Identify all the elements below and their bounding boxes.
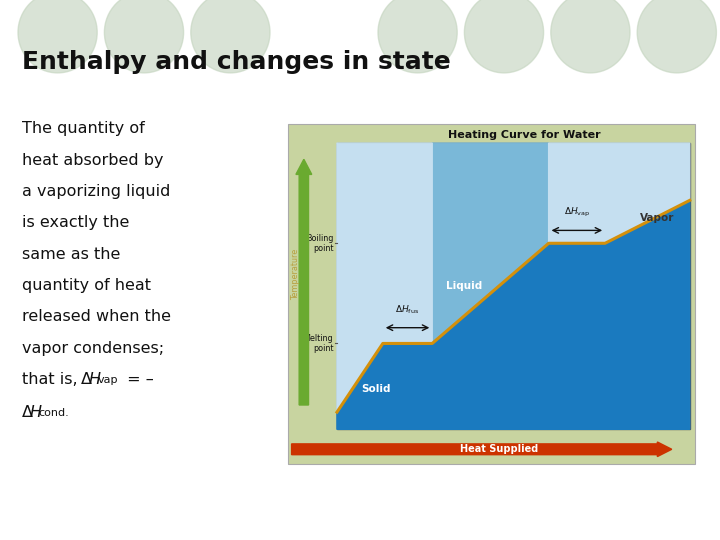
Text: heat absorbed by: heat absorbed by — [22, 153, 163, 168]
Text: Melting
point: Melting point — [304, 334, 333, 353]
Text: Vapor: Vapor — [640, 213, 675, 222]
Text: Heating Curve for Water: Heating Curve for Water — [448, 130, 600, 140]
Text: same as the: same as the — [22, 247, 120, 262]
Text: H: H — [30, 405, 42, 420]
Text: a vaporizing liquid: a vaporizing liquid — [22, 184, 170, 199]
Text: released when the: released when the — [22, 309, 171, 325]
Text: = –: = – — [122, 372, 154, 387]
Text: Solid: Solid — [361, 384, 391, 394]
Text: H: H — [89, 372, 101, 387]
Text: Boiling
point: Boiling point — [306, 234, 333, 253]
Text: Δ: Δ — [81, 372, 91, 387]
Text: Temperature: Temperature — [291, 248, 300, 300]
Text: that is,: that is, — [22, 372, 82, 387]
Text: $\Delta H_{\rm fus}$: $\Delta H_{\rm fus}$ — [395, 304, 420, 316]
Ellipse shape — [551, 0, 630, 73]
Text: cond.: cond. — [38, 408, 69, 418]
Ellipse shape — [104, 0, 184, 73]
Polygon shape — [432, 143, 549, 343]
Ellipse shape — [378, 0, 457, 73]
Polygon shape — [549, 143, 690, 243]
Text: $\Delta H_{\rm vap}$: $\Delta H_{\rm vap}$ — [564, 206, 590, 219]
Ellipse shape — [191, 0, 270, 73]
Ellipse shape — [18, 0, 97, 73]
Polygon shape — [337, 200, 690, 429]
Text: Δ: Δ — [22, 405, 32, 420]
Ellipse shape — [637, 0, 716, 73]
FancyBboxPatch shape — [337, 143, 690, 429]
Text: is exactly the: is exactly the — [22, 215, 129, 231]
Text: Liquid: Liquid — [446, 281, 482, 291]
Text: Enthalpy and changes in state: Enthalpy and changes in state — [22, 50, 450, 74]
FancyArrow shape — [292, 442, 672, 457]
Text: Heat Supplied: Heat Supplied — [460, 444, 539, 454]
Text: quantity of heat: quantity of heat — [22, 278, 150, 293]
Text: vapor condenses;: vapor condenses; — [22, 341, 163, 356]
FancyBboxPatch shape — [288, 124, 695, 464]
Text: vap: vap — [97, 375, 117, 386]
Text: The quantity of: The quantity of — [22, 122, 144, 137]
FancyArrow shape — [296, 159, 312, 405]
Ellipse shape — [464, 0, 544, 73]
Polygon shape — [337, 143, 432, 412]
